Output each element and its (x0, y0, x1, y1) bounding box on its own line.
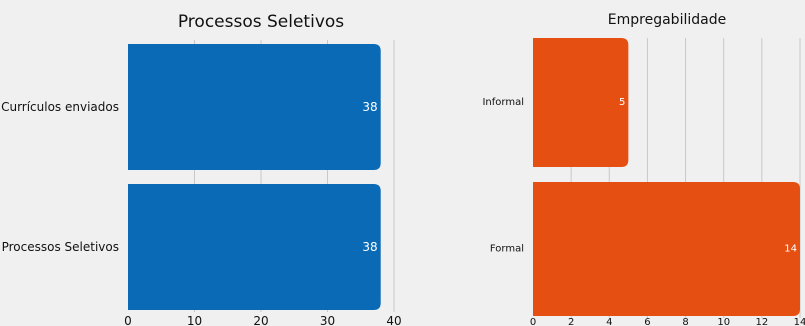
x-tick-label-empregabilidade-6: 6 (644, 317, 650, 326)
bar-processos-processos-seletivos (128, 184, 381, 310)
x-tick-label-empregabilidade-12: 12 (755, 317, 768, 326)
x-tick-label-empregabilidade-10: 10 (717, 317, 730, 326)
bar-empregabilidade-formal (533, 182, 800, 316)
chart-title-processos-seletivos: Processos Seletivos (178, 12, 344, 32)
category-label-empregabilidade-formal: Formal (490, 244, 524, 255)
data-label-empregabilidade-informal: 5 (619, 97, 625, 108)
empregabilidade-chart: Empregabilidade 0 2 4 6 8 10 12 14 Informal 5 Form… (482, 12, 805, 326)
data-label-empregabilidade-formal: 14 (784, 244, 797, 255)
data-label-processos-processos-seletivos: 38 (362, 240, 377, 254)
x-tick-label-empregabilidade-4: 4 (606, 317, 612, 326)
x-tick-label-processos-40: 40 (386, 314, 401, 326)
x-tick-label-processos-0: 0 (124, 314, 132, 326)
x-tick-label-empregabilidade-2: 2 (568, 317, 574, 326)
bar-empregabilidade-informal (533, 38, 629, 167)
x-tick-label-processos-20: 20 (253, 314, 268, 326)
x-tick-label-empregabilidade-14: 14 (794, 317, 805, 326)
x-tick-label-empregabilidade-8: 8 (682, 317, 688, 326)
processos-seletivos-chart: Processos Seletivos 0 10 20 30 40 Currículos … (1, 12, 402, 326)
chart-title-empregabilidade: Empregabilidade (608, 12, 726, 28)
bar-processos-curr-culos-enviados (128, 44, 381, 170)
x-tick-label-processos-10: 10 (187, 314, 202, 326)
category-label-processos-curr-culos-enviados: Currículos enviados (1, 100, 119, 114)
category-label-processos-processos-seletivos: Processos Seletivos (2, 240, 119, 254)
x-tick-label-processos-30: 30 (320, 314, 335, 326)
x-tick-label-empregabilidade-0: 0 (530, 317, 536, 326)
data-label-processos-curr-culos-enviados: 38 (362, 100, 377, 114)
category-label-empregabilidade-informal: Informal (482, 97, 524, 108)
